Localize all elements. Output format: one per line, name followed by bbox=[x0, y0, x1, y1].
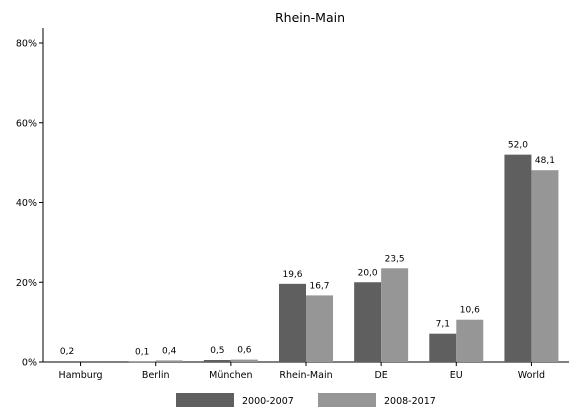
data-label: 0,6 bbox=[237, 346, 252, 356]
bar-1 bbox=[354, 282, 382, 362]
bar-1 bbox=[279, 283, 306, 362]
data-label: 7,1 bbox=[436, 320, 450, 330]
bar-2 bbox=[381, 268, 409, 362]
y-tick-label: 20% bbox=[16, 278, 37, 289]
data-label: 0,5 bbox=[210, 346, 224, 356]
data-label: 20,0 bbox=[358, 268, 378, 278]
legend-swatch bbox=[176, 393, 234, 407]
chart-title: Rhein-Main bbox=[275, 10, 345, 25]
bar-2 bbox=[531, 170, 559, 362]
x-tick-label: DE bbox=[374, 370, 387, 381]
x-tick-label: München bbox=[209, 370, 252, 381]
bar-2 bbox=[456, 319, 484, 362]
data-label: 10,6 bbox=[460, 306, 480, 316]
x-tick-label: Hamburg bbox=[59, 370, 103, 381]
data-label: 23,5 bbox=[385, 254, 405, 264]
y-tick-label: 60% bbox=[16, 118, 37, 129]
bar-2 bbox=[230, 359, 258, 362]
data-label: 52,0 bbox=[508, 141, 528, 151]
legend-label: 2000-2007 bbox=[242, 396, 294, 407]
data-label: 16,7 bbox=[309, 281, 329, 291]
legend: 2000-2007 2008-2017 bbox=[176, 393, 436, 407]
bar-1 bbox=[504, 154, 532, 362]
x-tick-label: EU bbox=[450, 370, 463, 381]
y-tick-label: 80% bbox=[16, 39, 37, 50]
data-label: 0,1 bbox=[135, 348, 149, 358]
y-tick-label: 40% bbox=[16, 198, 37, 209]
bar-1 bbox=[53, 361, 81, 362]
bar-1 bbox=[429, 333, 457, 362]
data-label: 48,1 bbox=[535, 156, 555, 166]
x-tick-label: World bbox=[518, 370, 545, 381]
data-label: 0,2 bbox=[60, 347, 74, 357]
bar-2 bbox=[306, 295, 333, 362]
x-tick-label: Berlin bbox=[142, 370, 170, 381]
data-label: 19,6 bbox=[282, 270, 302, 280]
y-tick-label: 0% bbox=[22, 358, 37, 369]
data-label: 0,4 bbox=[162, 346, 177, 356]
x-tick-label: Rhein-Main bbox=[279, 370, 332, 381]
plot-area: 0% 20% 40% 60% 80% 0,2 Hamburg 0,1 0,4 Berlin 0,5 0… bbox=[16, 28, 569, 381]
legend-label: 2008-2017 bbox=[384, 396, 436, 407]
bar-1 bbox=[128, 361, 156, 363]
bar-2 bbox=[155, 360, 183, 362]
bar-1 bbox=[203, 360, 231, 362]
legend-swatch bbox=[318, 393, 376, 407]
